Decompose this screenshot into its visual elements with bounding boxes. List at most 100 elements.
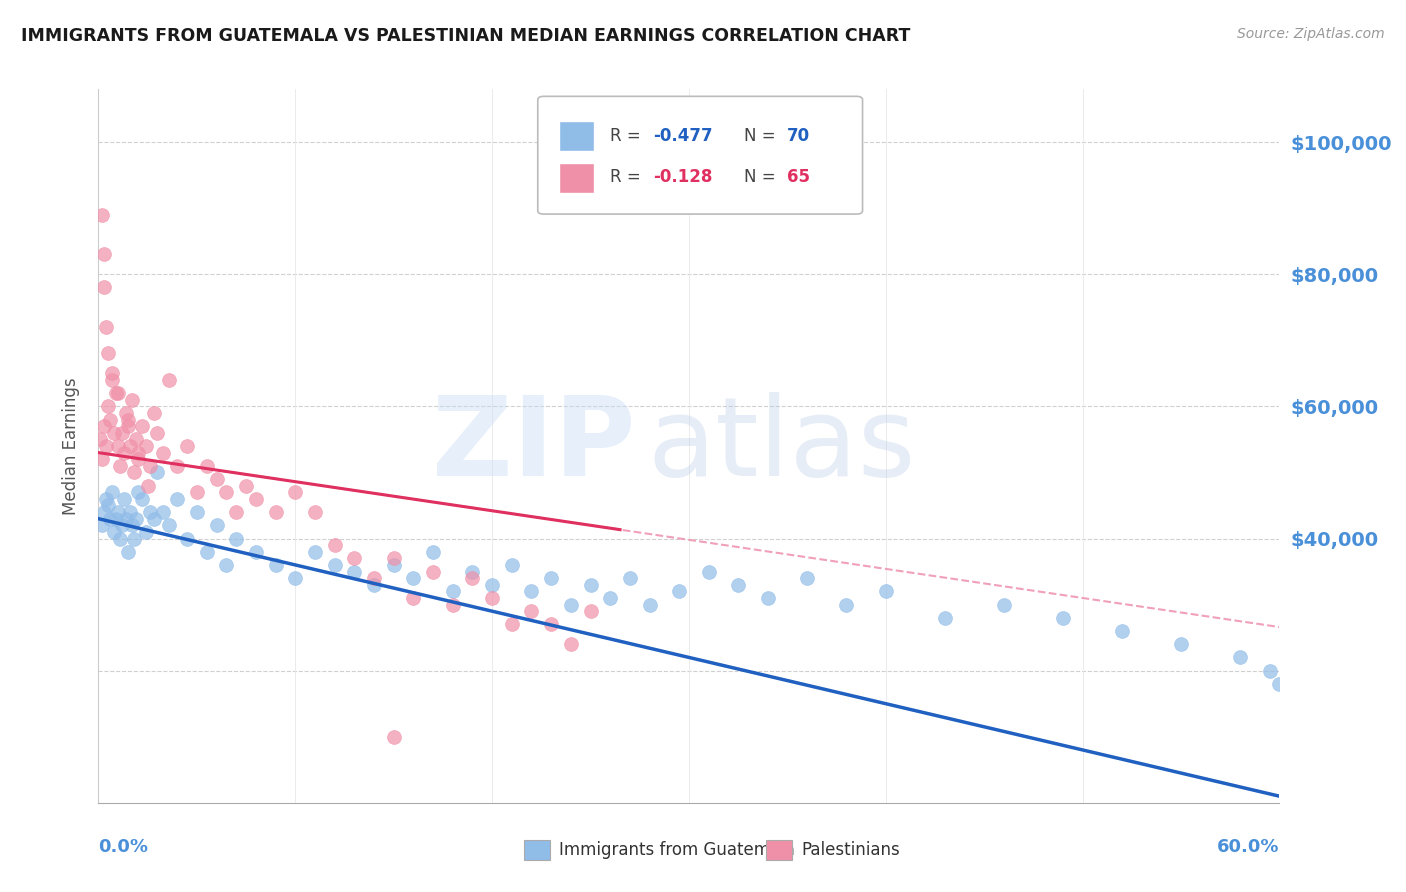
Point [117,545,139,559]
Y-axis label: Median Earnings: Median Earnings [62,377,80,515]
Text: ZIP: ZIP [433,392,636,500]
Point [131,491,153,506]
Point [235,478,257,492]
Point [540,571,562,585]
Point [142,406,165,420]
Point [402,591,425,605]
Point [481,578,503,592]
Point [697,565,720,579]
Point [96,320,118,334]
Point [111,518,134,533]
Point [599,591,621,605]
Point [441,598,464,612]
Point [245,491,267,506]
Point [1052,611,1074,625]
Point [501,558,523,572]
Point [1258,664,1281,678]
Point [461,565,484,579]
Point [97,400,120,414]
Point [875,584,897,599]
Point [756,591,779,605]
Point [215,485,238,500]
Point [118,439,141,453]
Point [91,518,114,533]
Point [245,545,267,559]
Point [225,505,247,519]
Point [382,558,405,572]
Point [1229,650,1251,665]
Point [166,491,188,506]
Text: -0.128: -0.128 [654,168,713,186]
Point [264,558,287,572]
Point [122,466,145,480]
Point [135,524,157,539]
Point [934,611,956,625]
Point [96,439,118,453]
Point [481,591,503,605]
Point [284,571,307,585]
Text: 60.0%: 60.0% [1218,838,1279,856]
Point [402,571,425,585]
Point [131,419,153,434]
Text: R =: R = [610,168,645,186]
Point [142,511,165,525]
Text: atlas: atlas [648,392,917,500]
Point [105,386,128,401]
Point [111,425,134,440]
Text: Source: ZipAtlas.com: Source: ZipAtlas.com [1237,27,1385,41]
Point [157,518,180,533]
Point [115,406,138,420]
Point [284,485,307,500]
FancyBboxPatch shape [537,96,862,214]
Point [323,558,346,572]
Point [117,419,139,434]
Bar [560,162,595,193]
Bar [560,121,595,152]
Bar [523,840,550,860]
Point [166,458,188,473]
Point [343,551,366,566]
Text: R =: R = [610,127,645,145]
Point [520,604,543,618]
Point [835,598,858,612]
Point [441,584,464,599]
Point [186,485,208,500]
Point [127,485,149,500]
Point [93,247,115,261]
Point [501,617,523,632]
Point [112,445,135,459]
Point [101,373,124,387]
Text: N =: N = [744,168,782,186]
Point [115,511,138,525]
Point [98,412,121,426]
Point [157,373,180,387]
Point [993,598,1015,612]
Point [560,637,582,651]
Point [101,485,124,500]
Point [579,604,602,618]
Point [118,505,141,519]
Text: -0.477: -0.477 [654,127,713,145]
Point [343,565,366,579]
Text: 0.0%: 0.0% [98,838,149,856]
Point [638,598,661,612]
Text: 70: 70 [787,127,810,145]
Point [186,505,208,519]
Point [117,412,139,426]
Point [97,499,120,513]
Point [205,472,228,486]
Point [422,545,444,559]
Point [560,598,582,612]
Point [136,478,159,492]
Point [101,367,124,381]
Point [152,505,174,519]
Point [97,346,120,360]
Text: Immigrants from Guatemala: Immigrants from Guatemala [560,841,794,859]
Point [125,511,148,525]
Point [195,458,218,473]
Point [107,505,129,519]
Point [107,439,129,453]
Point [93,505,115,519]
Point [146,425,169,440]
Point [96,491,118,506]
